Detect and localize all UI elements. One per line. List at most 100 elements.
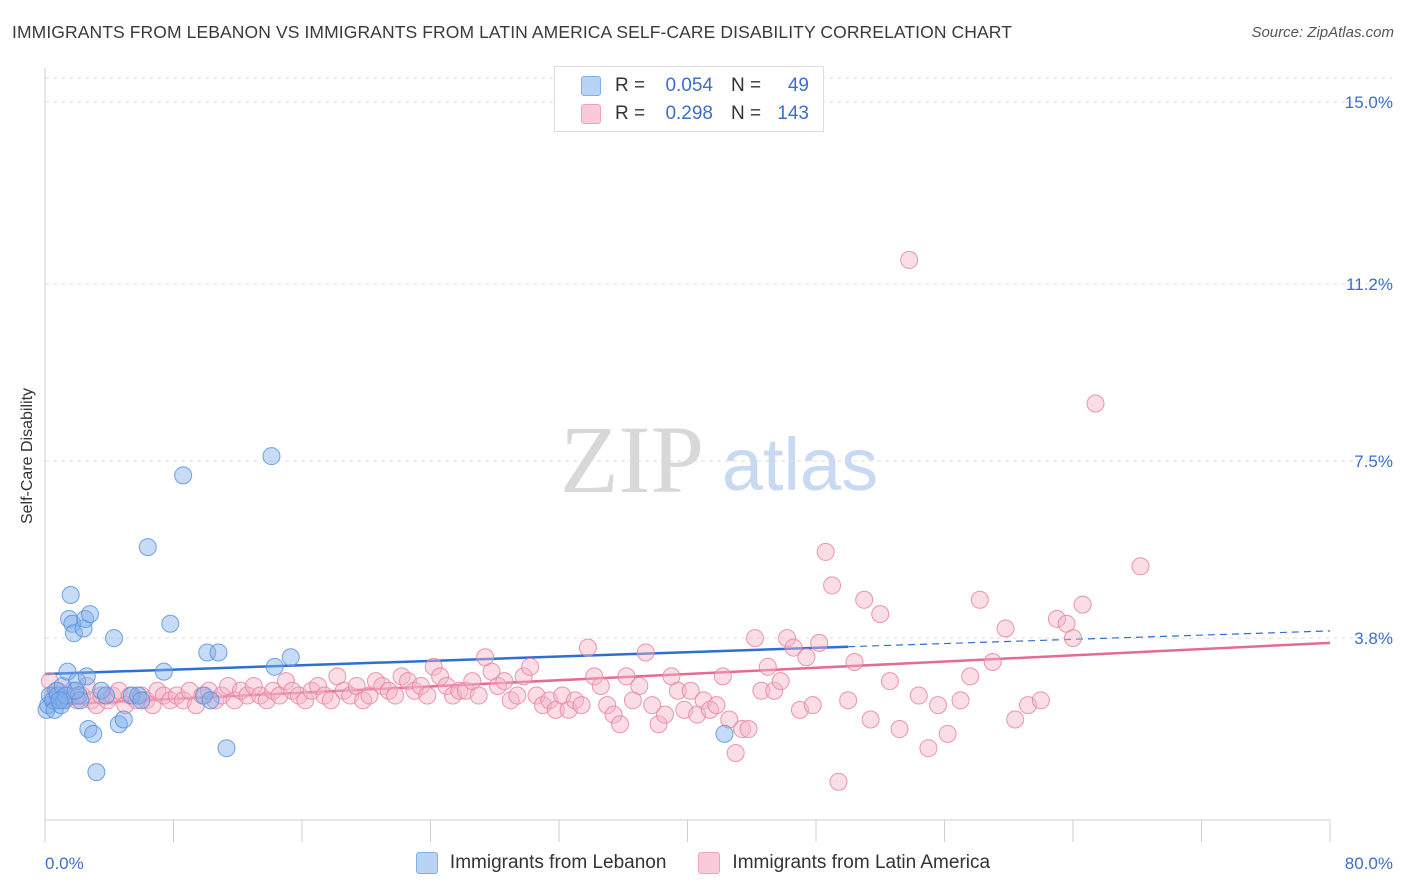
lebanon-point bbox=[715, 724, 734, 743]
series-swatch-lebanon bbox=[415, 852, 438, 874]
y-tick-label: 15.0% bbox=[1345, 93, 1393, 112]
legend-n-value: 143 bbox=[777, 103, 809, 124]
latin-america-point bbox=[386, 686, 405, 705]
watermark-atlas: atlas bbox=[722, 423, 878, 506]
latin-america-point bbox=[598, 696, 617, 715]
latin-america-point bbox=[829, 772, 848, 791]
lebanon-point bbox=[60, 609, 79, 628]
latin-america-point bbox=[411, 676, 430, 695]
latin-america-point bbox=[900, 250, 919, 269]
latin-america-point bbox=[951, 691, 970, 710]
series-legend-item-lebanon[interactable]: Immigrants from Lebanon bbox=[415, 852, 666, 874]
latin-america-trend-line bbox=[44, 641, 1331, 707]
y-tick-label: 3.8% bbox=[1354, 629, 1393, 648]
latin-america-point bbox=[752, 681, 771, 700]
latin-america-point bbox=[919, 739, 938, 758]
y-tick-label: 11.2% bbox=[1346, 275, 1393, 294]
latin-america-point bbox=[778, 629, 797, 648]
latin-america-point bbox=[611, 715, 630, 734]
latin-america-point bbox=[784, 638, 803, 657]
correlation-legend: R = 0.054 N = 49 R = 0.298 N = 143 bbox=[554, 66, 824, 132]
latin-america-point bbox=[758, 657, 777, 676]
latin-america-point bbox=[797, 648, 816, 667]
latin-america-point bbox=[238, 686, 257, 705]
latin-america-point bbox=[733, 720, 752, 739]
lebanon-point bbox=[105, 629, 124, 648]
lebanon-trend-extension bbox=[848, 630, 1331, 648]
latin-america-point bbox=[450, 681, 469, 700]
latin-america-point bbox=[871, 605, 890, 624]
latin-america-point bbox=[745, 629, 764, 648]
series-label-latin-america: Immigrants from Latin America bbox=[732, 852, 991, 873]
latin-america-point bbox=[880, 672, 899, 691]
legend-row-latin-america: R = 0.298 N = 143 bbox=[581, 103, 809, 125]
latin-america-point bbox=[514, 667, 533, 686]
lebanon-point bbox=[154, 662, 173, 681]
latin-america-point bbox=[1086, 394, 1105, 413]
lebanon-point bbox=[262, 447, 281, 466]
latin-america-point bbox=[771, 672, 790, 691]
latin-america-point bbox=[855, 590, 874, 609]
latin-america-point bbox=[726, 743, 745, 762]
latin-america-point bbox=[469, 686, 488, 705]
latin-america-point bbox=[591, 676, 610, 695]
latin-america-point bbox=[508, 686, 527, 705]
latin-america-point bbox=[845, 653, 864, 672]
lebanon-trend-line bbox=[44, 645, 849, 676]
latin-america-point bbox=[713, 667, 732, 686]
x-tick-label: 0.0% bbox=[45, 854, 84, 873]
lebanon-point bbox=[80, 605, 99, 624]
latin-america-point bbox=[636, 643, 655, 662]
latin-america-point bbox=[707, 696, 726, 715]
latin-america-point bbox=[495, 672, 514, 691]
lebanon-point bbox=[68, 672, 87, 691]
legend-r-label: R = bbox=[615, 75, 646, 96]
chart-title: IMMIGRANTS FROM LEBANON VS IMMIGRANTS FR… bbox=[12, 22, 1013, 42]
lebanon-point bbox=[87, 763, 106, 782]
lebanon-point bbox=[201, 691, 220, 710]
legend-n-label: N = bbox=[731, 103, 762, 124]
latin-america-point bbox=[681, 681, 700, 700]
latin-america-point bbox=[983, 653, 1002, 672]
lebanon-point bbox=[174, 466, 193, 485]
lebanon-point bbox=[138, 538, 157, 557]
latin-america-point bbox=[643, 696, 662, 715]
latin-america-point bbox=[309, 676, 328, 695]
watermark-zip: ZIP bbox=[560, 406, 704, 513]
lebanon-point bbox=[76, 609, 95, 628]
latin-america-point bbox=[1047, 609, 1066, 628]
latin-america-point bbox=[810, 633, 829, 652]
latin-america-point bbox=[909, 686, 928, 705]
latin-america-point bbox=[1064, 629, 1082, 648]
legend-n-label: N = bbox=[731, 75, 762, 96]
y-tick-label: 7.5% bbox=[1354, 452, 1393, 471]
lebanon-point bbox=[92, 681, 111, 700]
lebanon-point bbox=[109, 715, 128, 734]
lebanon-point bbox=[132, 691, 151, 710]
latin-america-point bbox=[630, 676, 649, 695]
latin-america-point bbox=[929, 696, 948, 715]
latin-america-point bbox=[765, 681, 784, 700]
x-tick-label: 80.0% bbox=[1345, 854, 1393, 873]
latin-america-point bbox=[617, 667, 636, 686]
latin-america-point bbox=[431, 667, 450, 686]
legend-r-value: 0.298 bbox=[665, 103, 713, 124]
latin-america-point bbox=[656, 705, 675, 724]
latin-america-point bbox=[521, 657, 540, 676]
latin-america-point bbox=[803, 696, 822, 715]
lebanon-point bbox=[209, 643, 228, 662]
lebanon-point bbox=[84, 724, 103, 743]
series-legend-item-latin-america[interactable]: Immigrants from Latin America bbox=[698, 852, 990, 874]
latin-america-point bbox=[1031, 691, 1050, 710]
series-legend: Immigrants from Lebanon Immigrants from … bbox=[0, 852, 1406, 874]
lebanon-point bbox=[64, 624, 83, 643]
latin-america-point bbox=[823, 576, 842, 595]
lebanon-point bbox=[281, 648, 300, 667]
latin-america-point bbox=[961, 667, 980, 686]
latin-america-point bbox=[572, 696, 591, 715]
legend-swatch-latin-america bbox=[581, 104, 601, 124]
lebanon-point bbox=[122, 686, 141, 705]
legend-swatch-lebanon bbox=[581, 76, 601, 96]
latin-america-point bbox=[604, 705, 623, 724]
